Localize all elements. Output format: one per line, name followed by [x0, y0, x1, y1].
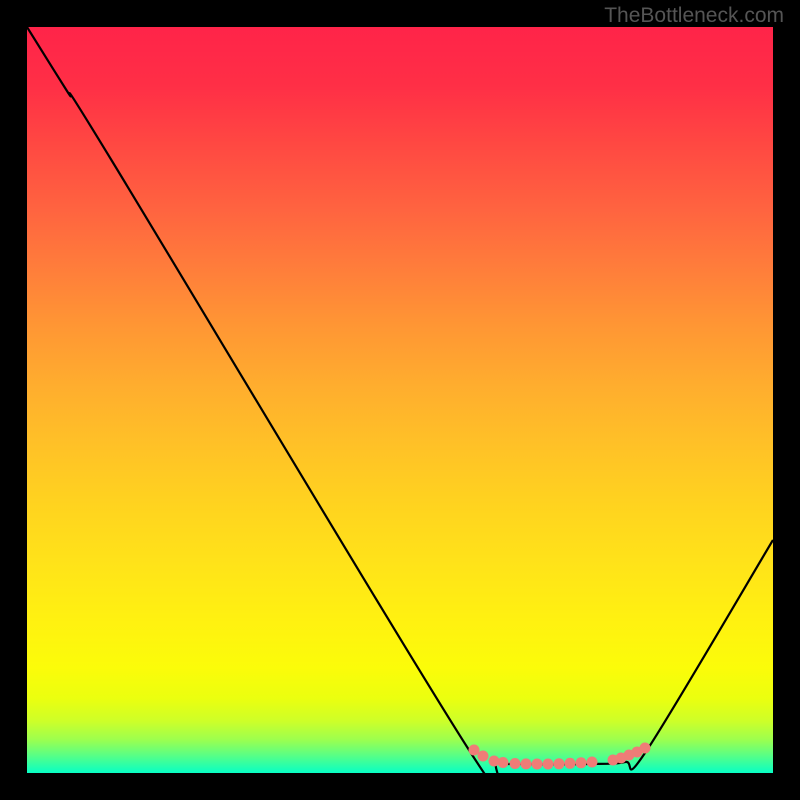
- highlight-dot: [565, 758, 576, 769]
- highlight-dot: [532, 759, 543, 770]
- watermark-text: TheBottleneck.com: [604, 4, 784, 28]
- gradient-background: [27, 27, 773, 773]
- highlight-dot: [587, 757, 598, 768]
- highlight-dot: [543, 759, 554, 770]
- highlight-dot: [640, 743, 651, 754]
- highlight-dot: [478, 751, 489, 762]
- highlight-dot: [576, 757, 587, 768]
- highlight-dot: [498, 757, 509, 768]
- highlight-dot: [521, 758, 532, 769]
- highlight-dot: [469, 745, 480, 756]
- highlight-dot: [554, 758, 565, 769]
- bottleneck-curve-chart: [27, 27, 773, 773]
- chart-plot-area: [27, 27, 773, 773]
- highlight-dot: [510, 758, 521, 769]
